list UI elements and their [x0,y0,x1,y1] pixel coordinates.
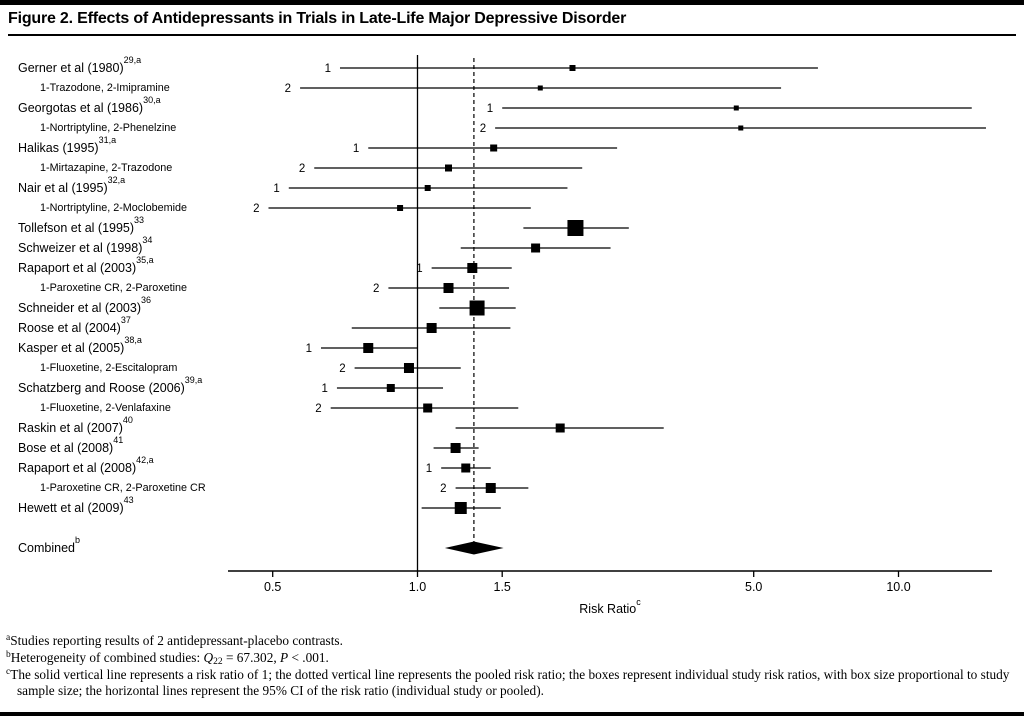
contrast-number: 2 [480,123,486,135]
effect-box [537,85,543,91]
study-label: Gerner et al (1980)29,a [18,54,142,75]
effect-box [423,403,433,413]
effect-box [733,105,739,111]
contrast-number: 1 [426,463,432,475]
study-sublabel: 1-Fluoxetine, 2-Venlafaxine [40,402,171,414]
effect-box [424,185,431,191]
contrast-number: 1 [353,143,359,155]
x-axis-label-text: Risk Ratio [579,602,637,616]
contrast-number: 1 [306,343,312,355]
effect-box [426,323,437,333]
study-sublabel: 1-Paroxetine CR, 2-Paroxetine [40,282,188,294]
contrast-number: 2 [299,163,305,175]
effect-box [569,65,576,71]
x-axis-tick-label: 5.0 [745,580,763,594]
effect-box [467,263,478,273]
study-label: Nair et al (1995)32,a [18,174,126,195]
footnote-c: cThe solid vertical line represents a ri… [6,666,1010,699]
study-label: Bose et al (2008)41 [18,434,124,455]
effect-box [555,423,565,433]
x-axis-tick-label: 1.0 [408,580,427,594]
study-sublabel: 1-Fluoxetine, 2-Escitalopram [40,362,178,374]
study-label: Georgotas et al (1986)30,a [18,94,161,115]
contrast-number: 1 [322,383,328,395]
effect-box [386,384,395,392]
contrast-number: 1 [487,103,493,115]
contrast-number: 1 [416,263,422,275]
study-label: Tollefson et al (1995)33 [18,214,145,235]
study-label: Schweizer et al (1998)34 [18,234,153,255]
contrast-number: 2 [440,483,446,495]
study-label: Schatzberg and Roose (2006)39,a [18,374,203,395]
effect-box [403,363,414,373]
contrast-number: 2 [253,203,259,215]
bottom-border-rule [0,712,1024,716]
effect-box [490,144,498,152]
contrast-number: 2 [339,363,345,375]
effect-box [397,205,404,211]
study-sublabel: 1-Nortriptyline, 2-Moclobemide [40,202,188,214]
effect-box [443,283,454,293]
effect-box [469,300,485,316]
footnotes: aStudies reporting results of 2 antidepr… [6,633,1018,700]
effect-box [363,343,374,353]
footnote-b: bHeterogeneity of combined studies: Q22 … [6,649,329,667]
contrast-number: 1 [325,63,331,75]
study-sublabel: 1-Trazodone, 2-Imipramine [40,82,170,94]
footnote-a: aStudies reporting results of 2 antidepr… [6,633,343,648]
contrast-number: 2 [373,283,379,295]
x-axis-tick-label: 0.5 [264,580,282,594]
x-axis-label: Risk Ratioc [228,597,992,616]
study-label: Raskin et al (2007)40 [18,414,133,435]
effect-box [445,164,453,172]
effect-box [454,502,467,514]
effect-box [738,125,744,131]
title-rule [8,34,1016,36]
study-label: Roose et al (2004)37 [18,314,131,335]
x-axis-label-superscript: c [636,596,641,607]
figure-title: Figure 2. Effects of Antidepressants in … [8,10,627,27]
study-label: Rapaport et al (2008)42,a [18,454,154,475]
x-axis-tick-label: 10.0 [886,580,911,594]
x-axis-tick-label: 1.5 [493,580,511,594]
study-sublabel: 1-Nortriptyline, 2-Phenelzine [40,122,177,134]
study-label: Kasper et al (2005)38,a [18,334,142,355]
effect-box [450,443,461,453]
effect-box [531,243,541,253]
effect-box [461,463,471,473]
study-label: Rapaport et al (2003)35,a [18,254,154,275]
effect-box [567,220,584,236]
effect-box [485,483,496,493]
contrast-number: 1 [273,183,279,195]
study-sublabel: 1-Mirtazapine, 2-Trazodone [40,162,173,174]
combined-diamond [444,541,504,555]
study-label: Schneider et al (2003)36 [18,294,152,315]
study-label: Halikas (1995)31,a [18,134,117,155]
contrast-number: 2 [315,403,321,415]
combined-label: Combinedb [18,534,80,555]
contrast-number: 2 [285,83,291,95]
top-border-rule [0,0,1024,5]
study-sublabel: 1-Paroxetine CR, 2-Paroxetine CR [40,482,206,494]
study-label: Hewett et al (2009)43 [18,494,134,515]
